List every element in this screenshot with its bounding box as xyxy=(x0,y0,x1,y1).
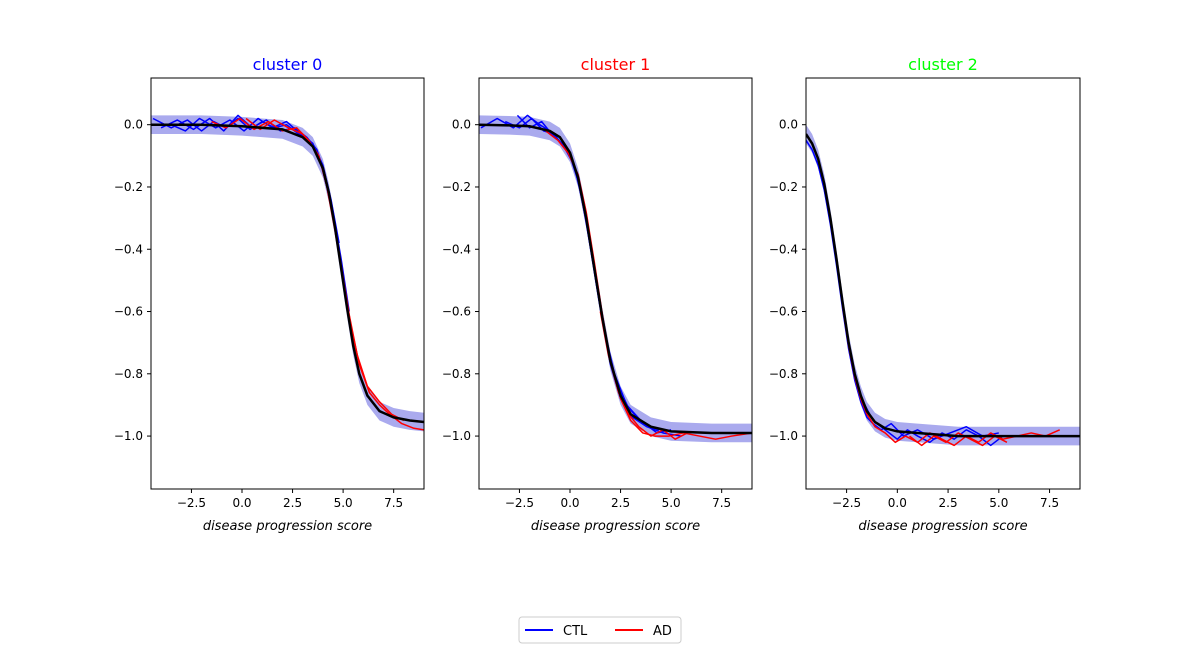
confidence-band xyxy=(806,124,1080,446)
x-tick-label: 0.0 xyxy=(560,496,579,510)
panel-2: −2.5 0.0 2.5 5.0 7.5 0.0 −0.2 −0.4 −0.6 −0.8 −1.0 d… xyxy=(769,55,1081,534)
plot-area xyxy=(151,114,424,432)
y-tick-label: −0.2 xyxy=(114,180,143,194)
ctl-series-line-0 xyxy=(480,114,682,437)
confidence-band xyxy=(151,115,424,432)
plot-area xyxy=(479,114,752,443)
x-tick-label: 2.5 xyxy=(939,496,958,510)
y-tick-label: −0.8 xyxy=(769,367,798,381)
axes-frame xyxy=(805,77,1081,490)
y-tick-label: −1.0 xyxy=(769,429,798,443)
x-tick-label: 7.5 xyxy=(1040,496,1059,510)
x-tick-label: −2.5 xyxy=(505,496,534,510)
y-tick-label: −0.4 xyxy=(114,242,143,256)
legend: CTL AD xyxy=(518,616,682,644)
x-axis-label: disease progression score xyxy=(203,519,372,534)
axes-frame xyxy=(150,77,425,490)
ctl-series-line-2 xyxy=(170,117,340,244)
x-tick-label: 5.0 xyxy=(334,496,353,510)
x-tick-label: −2.5 xyxy=(832,496,861,510)
x-tick-label: 2.5 xyxy=(611,496,630,510)
legend-label-ad: AD xyxy=(653,624,672,639)
y-tick-label: −1.0 xyxy=(114,429,143,443)
panel-1: −2.5 0.0 2.5 5.0 7.5 0.0 −0.2 −0.4 −0.6 −0.8 −1.0 d… xyxy=(442,55,753,534)
plot-area xyxy=(806,124,1080,447)
x-tick-label: 5.0 xyxy=(989,496,1008,510)
y-tick-label: −0.4 xyxy=(442,242,471,256)
y-tick-label: −0.4 xyxy=(769,242,798,256)
x-tick-label: 0.0 xyxy=(232,496,251,510)
ctl-series-line-1 xyxy=(160,114,350,312)
y-tick-label: −0.2 xyxy=(442,180,471,194)
y-tick-label: −0.6 xyxy=(114,305,143,319)
mean-curve xyxy=(479,123,752,435)
y-tick-label: 0.0 xyxy=(452,118,471,132)
panel-0: −2.5 0.0 2.5 5.0 7.5 0.0 −0.2 −0.4 −0.6 −0.8 −1.0 d… xyxy=(114,55,425,534)
mean-curve xyxy=(806,133,1080,438)
panel-title: cluster 2 xyxy=(908,55,978,74)
y-tick-label: −0.2 xyxy=(769,180,798,194)
y-tick-label: −0.6 xyxy=(442,305,471,319)
mean-curve xyxy=(151,123,424,424)
y-tick-label: −0.6 xyxy=(769,305,798,319)
x-axis-label: disease progression score xyxy=(858,519,1027,534)
ctl-series-line-1 xyxy=(504,117,660,431)
panel-title: cluster 0 xyxy=(253,55,323,74)
y-tick-label: 0.0 xyxy=(779,118,798,132)
ad-series-line-1 xyxy=(245,117,405,422)
x-tick-label: 0.0 xyxy=(888,496,907,510)
x-tick-label: 5.0 xyxy=(662,496,681,510)
ctl-series-line-0 xyxy=(806,139,999,440)
x-tick-label: 7.5 xyxy=(712,496,731,510)
y-tick-label: 0.0 xyxy=(124,118,143,132)
legend-label-ctl: CTL xyxy=(563,624,588,639)
y-tick-label: −0.8 xyxy=(442,367,471,381)
x-tick-label: 7.5 xyxy=(384,496,403,510)
axes-frame xyxy=(478,77,753,490)
y-tick-label: −0.8 xyxy=(114,367,143,381)
x-tick-label: −2.5 xyxy=(177,496,206,510)
legend-box xyxy=(518,616,682,644)
confidence-band xyxy=(479,115,752,443)
y-tick-label: −1.0 xyxy=(442,429,471,443)
panel-title: cluster 1 xyxy=(581,55,651,74)
x-tick-label: 2.5 xyxy=(283,496,302,510)
x-axis-label: disease progression score xyxy=(531,519,700,534)
ad-series-line-1 xyxy=(909,432,1008,447)
panels: −2.5 0.0 2.5 5.0 7.5 0.0 −0.2 −0.4 −0.6 −0.8 −1.0 d… xyxy=(114,55,1081,534)
